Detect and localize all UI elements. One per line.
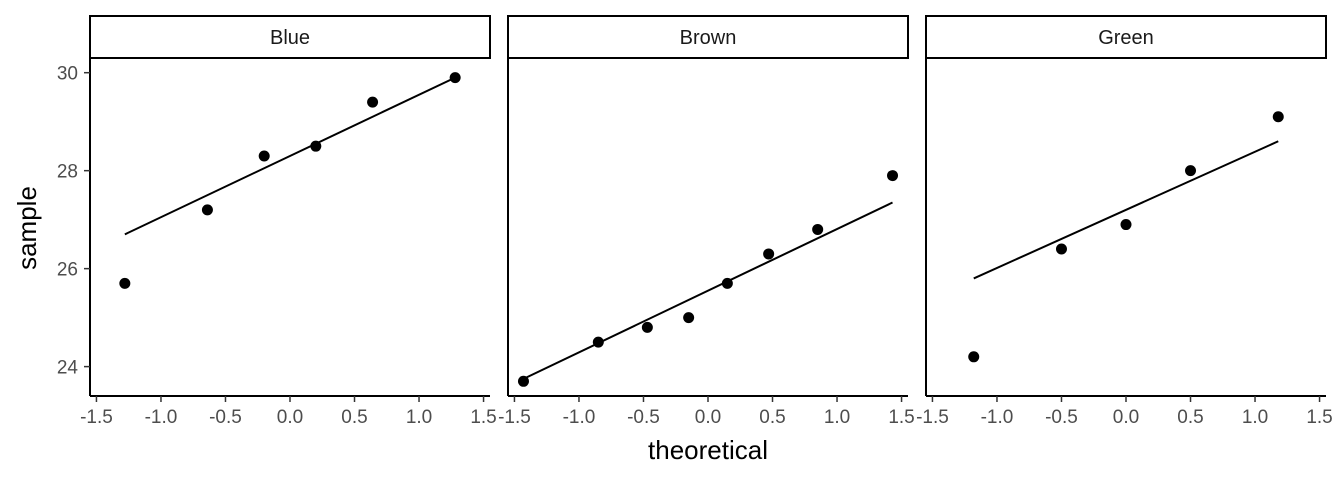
y-tick-label: 28 — [57, 162, 78, 183]
data-point-blue — [310, 140, 322, 152]
data-point-blue — [449, 72, 461, 84]
x-tick-label-green: -0.5 — [1045, 407, 1078, 428]
data-point-brown — [763, 248, 775, 260]
x-tick-label-blue: 1.5 — [470, 407, 496, 428]
axis-titles: theoretical sample — [12, 186, 768, 465]
y-tick-label: 26 — [57, 260, 78, 281]
x-tick-label-green: 1.0 — [1242, 407, 1268, 428]
data-point-brown — [592, 336, 604, 348]
qq-line-green — [973, 140, 1279, 280]
data-point-green — [1055, 243, 1067, 255]
panel-green: Green -1.5 -1.0 -0.5 0.0 0.5 1.0 1.5 — [916, 15, 1333, 428]
x-tick-label-green: 1.5 — [1306, 407, 1332, 428]
panels-layer: Blue -1.5 -1.0 -0.5 0.0 0.5 1.0 1.5 24 26 28 30 Brow… — [57, 15, 1333, 428]
panel-brown: Brown -1.5 -1.0 -0.5 0.0 0.5 1.0 1.5 — [498, 15, 915, 428]
facet-label-green: Green — [1098, 27, 1154, 49]
y-tick-label: 24 — [57, 358, 79, 379]
data-point-green — [1185, 165, 1197, 177]
data-point-brown — [641, 321, 653, 333]
x-tick-label-green: -1.5 — [916, 407, 949, 428]
data-point-green — [1272, 111, 1284, 123]
x-tick-label-blue: 0.5 — [341, 407, 367, 428]
data-point-green — [1120, 219, 1132, 231]
facet-strip-brown — [507, 15, 909, 59]
x-tick-label-green: 0.0 — [1113, 407, 1139, 428]
x-tick-label-blue: 1.0 — [406, 407, 432, 428]
x-tick-label-brown: -1.0 — [563, 407, 596, 428]
data-point-blue — [201, 204, 213, 216]
x-tick-label-green: -1.0 — [981, 407, 1014, 428]
y-tick-label: 30 — [57, 64, 78, 85]
data-point-brown — [683, 312, 695, 324]
qq-line-brown — [523, 201, 893, 380]
qq-line-blue — [124, 76, 456, 236]
panel-blue: Blue -1.5 -1.0 -0.5 0.0 0.5 1.0 1.5 24 26 28 30 — [57, 15, 497, 428]
x-tick-label-brown: 1.0 — [824, 407, 850, 428]
x-tick-label-brown: 0.0 — [695, 407, 721, 428]
data-point-green — [968, 351, 980, 363]
x-tick-label-blue: -1.5 — [80, 407, 113, 428]
x-tick-label-brown: 1.5 — [888, 407, 914, 428]
data-point-brown — [887, 170, 899, 182]
data-point-blue — [367, 96, 379, 108]
x-tick-label-brown: -0.5 — [627, 407, 660, 428]
facet-label-brown: Brown — [680, 27, 737, 49]
data-point-brown — [517, 375, 529, 387]
x-tick-label-blue: -1.0 — [145, 407, 178, 428]
data-point-brown — [721, 277, 733, 289]
x-tick-label-blue: 0.0 — [277, 407, 303, 428]
x-tick-label-blue: -0.5 — [209, 407, 242, 428]
y-axis-title: sample — [12, 186, 42, 270]
facet-strip-green — [925, 15, 1327, 59]
data-point-blue — [258, 150, 270, 162]
facet-label-blue: Blue — [270, 27, 310, 49]
data-point-blue — [119, 277, 131, 289]
x-axis-title: theoretical — [648, 435, 768, 465]
data-point-brown — [812, 223, 824, 235]
x-tick-label-brown: -1.5 — [498, 407, 531, 428]
x-tick-label-green: 0.5 — [1177, 407, 1203, 428]
x-tick-label-brown: 0.5 — [759, 407, 785, 428]
facet-strip-blue — [89, 15, 491, 59]
